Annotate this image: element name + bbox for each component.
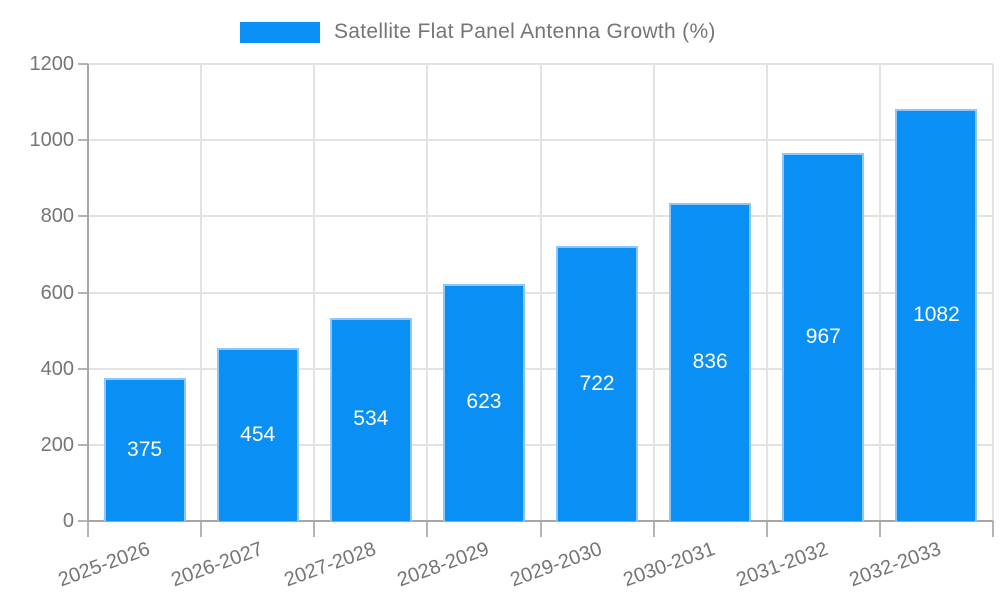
- y-axis-tick: [78, 443, 88, 446]
- x-axis-tick-label: 2032-2033: [846, 537, 945, 592]
- gridline-vertical: [539, 64, 542, 521]
- x-axis-tick-label: 2028-2029: [394, 537, 492, 592]
- x-axis-line: [88, 520, 993, 522]
- bar-value-label: 454: [240, 422, 276, 446]
- x-axis-tick-label: 2031-2032: [733, 537, 832, 592]
- y-axis-tick: [78, 291, 88, 294]
- bar-value-label: 375: [127, 437, 163, 461]
- gridline-vertical: [200, 64, 203, 521]
- y-axis-line: [87, 64, 89, 521]
- x-axis-tick: [765, 521, 768, 537]
- gridline-vertical: [992, 64, 994, 521]
- bar-value-label: 534: [353, 407, 389, 431]
- legend-swatch: [240, 22, 320, 43]
- gridline-vertical: [313, 64, 316, 521]
- gridline-vertical: [878, 64, 881, 521]
- bar: [669, 202, 752, 521]
- gridline-vertical: [652, 64, 655, 521]
- bar-value-label: 836: [692, 349, 728, 373]
- bar: [782, 152, 865, 521]
- x-axis-tick: [539, 521, 542, 537]
- x-axis-tick: [87, 521, 89, 537]
- y-axis-tick-label: 800: [40, 205, 74, 228]
- x-axis-tick: [200, 521, 203, 537]
- legend-label: Satellite Flat Panel Antenna Growth (%): [334, 20, 716, 43]
- y-axis-tick: [78, 63, 88, 65]
- y-axis-tick-label: 400: [40, 357, 74, 380]
- x-axis-tick-label: 2026-2027: [168, 537, 266, 592]
- gridline-vertical: [765, 64, 768, 521]
- x-axis-tick-label: 2027-2028: [281, 537, 379, 592]
- x-axis-tick-label: 2025-2026: [55, 537, 153, 592]
- bar: [556, 246, 639, 521]
- bar-value-label: 722: [579, 371, 615, 395]
- y-axis-tick-label: 600: [40, 281, 74, 304]
- x-axis-tick: [652, 521, 655, 537]
- bar: [216, 348, 299, 521]
- bar: [329, 317, 412, 521]
- bar-value-label: 623: [466, 390, 502, 414]
- bar: [103, 378, 186, 521]
- x-axis-tick-label: 2030-2031: [620, 537, 719, 592]
- y-axis-tick: [78, 367, 88, 370]
- x-axis-tick: [426, 521, 429, 537]
- y-axis-tick-label: 1000: [29, 129, 75, 152]
- y-axis-tick: [78, 215, 88, 218]
- y-axis-tick-label: 1200: [29, 53, 75, 75]
- y-axis-tick-label: 0: [62, 510, 74, 532]
- legend: Satellite Flat Panel Antenna Growth (%): [0, 0, 1000, 50]
- x-axis-tick-label: 2029-2030: [507, 537, 605, 592]
- x-axis-tick: [313, 521, 316, 537]
- x-axis-tick: [992, 521, 994, 537]
- x-axis-tick: [878, 521, 881, 537]
- bar-value-label: 967: [805, 324, 841, 348]
- y-axis-tick-label: 200: [40, 433, 74, 456]
- bar-value-label: 1082: [913, 302, 960, 326]
- y-axis-tick: [78, 139, 88, 142]
- y-axis-tick: [78, 520, 88, 522]
- gridline-vertical: [426, 64, 429, 521]
- bar: [895, 108, 978, 521]
- bar: [442, 283, 525, 521]
